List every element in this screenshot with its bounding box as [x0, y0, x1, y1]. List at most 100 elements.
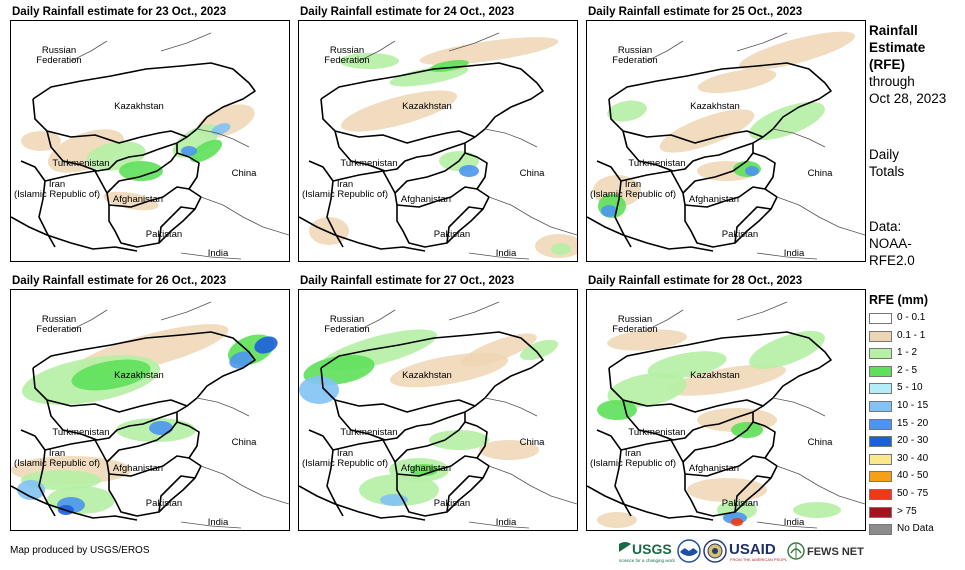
- legend-label: 15 - 20: [897, 417, 929, 429]
- country-label: (Islamic Republic of): [301, 458, 389, 469]
- panel-title: Daily Rainfall estimate for 26 Oct., 202…: [12, 275, 227, 287]
- legend-label: 20 - 30: [897, 435, 929, 447]
- rainfall-map: Russian Federation Kazakhstan Turkmenistan I…: [586, 20, 866, 262]
- rainfall-area: [340, 90, 458, 132]
- rainfall-area: [410, 464, 438, 476]
- country-label: India: [495, 248, 517, 259]
- rainfall-area: [687, 478, 767, 502]
- legend-label: No Data: [897, 523, 934, 535]
- country-border: [394, 421, 466, 463]
- panel-title: Daily Rainfall estimate for 23 Oct., 202…: [12, 6, 227, 18]
- country-label: Afghanistan: [688, 463, 740, 474]
- rainfall-area: [479, 440, 539, 460]
- sidebar-totals: Daily Totals: [869, 146, 904, 180]
- country-label: India: [207, 248, 229, 259]
- country-border: [299, 216, 426, 252]
- country-border: [200, 196, 289, 236]
- country-border: [332, 170, 396, 194]
- country-label: Iran: [48, 179, 66, 190]
- country-label: China: [807, 168, 833, 179]
- sidebar-totals-line: Daily: [869, 147, 900, 162]
- rainfall-area: [459, 165, 479, 177]
- country-label: Russian: [617, 314, 653, 325]
- country-border: [596, 160, 632, 248]
- rainfall-area: [607, 372, 687, 408]
- country-border: [44, 170, 108, 194]
- country-label: China: [519, 168, 545, 179]
- country-label: Pakistan: [721, 498, 759, 509]
- rainfall-area: [601, 205, 617, 217]
- country-label: Afghanistan: [400, 463, 452, 474]
- country-border: [46, 130, 178, 172]
- country-border: [396, 186, 478, 208]
- rainfall-area: [597, 400, 637, 420]
- legend-label: 5 - 10: [897, 382, 923, 394]
- rainfall-area: [749, 102, 825, 140]
- sidebar-totals-line: Totals: [869, 164, 905, 179]
- country-border: [488, 196, 577, 236]
- country-border: [608, 62, 832, 248]
- rainfall-area: [339, 53, 399, 69]
- sidebar-through-line: through: [869, 74, 915, 89]
- country-border: [160, 32, 212, 52]
- country-border: [448, 32, 500, 52]
- rainfall-area: [749, 331, 825, 369]
- country-label: Turkmenistan: [628, 158, 686, 169]
- country-border: [468, 252, 530, 260]
- country-label: Iran: [48, 448, 66, 459]
- map-panel-oct26: Daily Rainfall estimate for 26 Oct., 202…: [10, 275, 290, 531]
- legend-swatch: [869, 401, 892, 412]
- rainfall-area: [607, 100, 647, 122]
- country-label: Iran: [624, 448, 642, 459]
- legend-swatch: [869, 453, 892, 465]
- rainfall-area: [149, 421, 173, 435]
- sidebar-title-line: Rainfall: [869, 23, 918, 38]
- sidebar-data-line: Data:: [869, 219, 902, 234]
- country-label: China: [807, 437, 833, 448]
- country-label: Russian: [329, 314, 365, 325]
- country-border: [320, 331, 544, 517]
- country-border: [608, 98, 764, 144]
- rainfall-area: [520, 339, 558, 361]
- rainfall-area: [461, 333, 537, 367]
- rainfall-map: Russian Federation Kazakhstan Turkmenistan I…: [10, 20, 290, 262]
- country-border: [160, 301, 212, 321]
- sidebar-heading: Rainfall Estimate (RFE) through Oct 28, …: [869, 22, 946, 107]
- country-label: Russian: [41, 45, 77, 56]
- country-label: Federation: [612, 324, 658, 335]
- country-border: [358, 309, 396, 331]
- country-label: Kazakhstan: [402, 101, 452, 112]
- country-border: [46, 399, 178, 441]
- panel-title: Daily Rainfall estimate for 25 Oct., 202…: [588, 6, 803, 18]
- map-canvas: [299, 301, 577, 529]
- sidebar-data-line: NOAA-: [869, 236, 912, 251]
- legend-label: 0 - 0.1: [897, 312, 926, 323]
- legend-label: 1 - 2: [897, 347, 918, 359]
- map-panel-oct27: Daily Rainfall estimate for 27 Oct., 202…: [298, 275, 578, 531]
- svg-text:USGS: USGS: [632, 541, 672, 557]
- legend-swatch: [869, 418, 892, 430]
- country-label: Afghanistan: [400, 194, 452, 205]
- rainfall-area: [119, 161, 163, 181]
- country-label: (Islamic Republic of): [301, 189, 389, 200]
- country-border: [106, 421, 178, 463]
- country-border: [32, 331, 256, 517]
- country-border: [158, 206, 196, 244]
- country-label: Kazakhstan: [690, 370, 740, 381]
- country-label: Federation: [324, 324, 370, 335]
- country-label: Kazakhstan: [402, 370, 452, 381]
- map-panel-oct28: Daily Rainfall estimate for 28 Oct., 202…: [586, 275, 866, 531]
- country-border: [446, 475, 484, 513]
- sidebar-title-line: Estimate: [869, 40, 926, 55]
- country-label: Federation: [36, 55, 82, 66]
- country-border: [646, 40, 684, 62]
- legend-label: 50 - 75: [897, 488, 929, 499]
- country-label: Federation: [36, 324, 82, 335]
- country-border: [394, 152, 466, 194]
- country-label: Iran: [336, 448, 354, 459]
- country-border: [70, 40, 108, 62]
- legend-swatch: [869, 330, 892, 342]
- country-label: Kazakhstan: [690, 101, 740, 112]
- country-border: [308, 429, 344, 517]
- country-border: [32, 62, 256, 248]
